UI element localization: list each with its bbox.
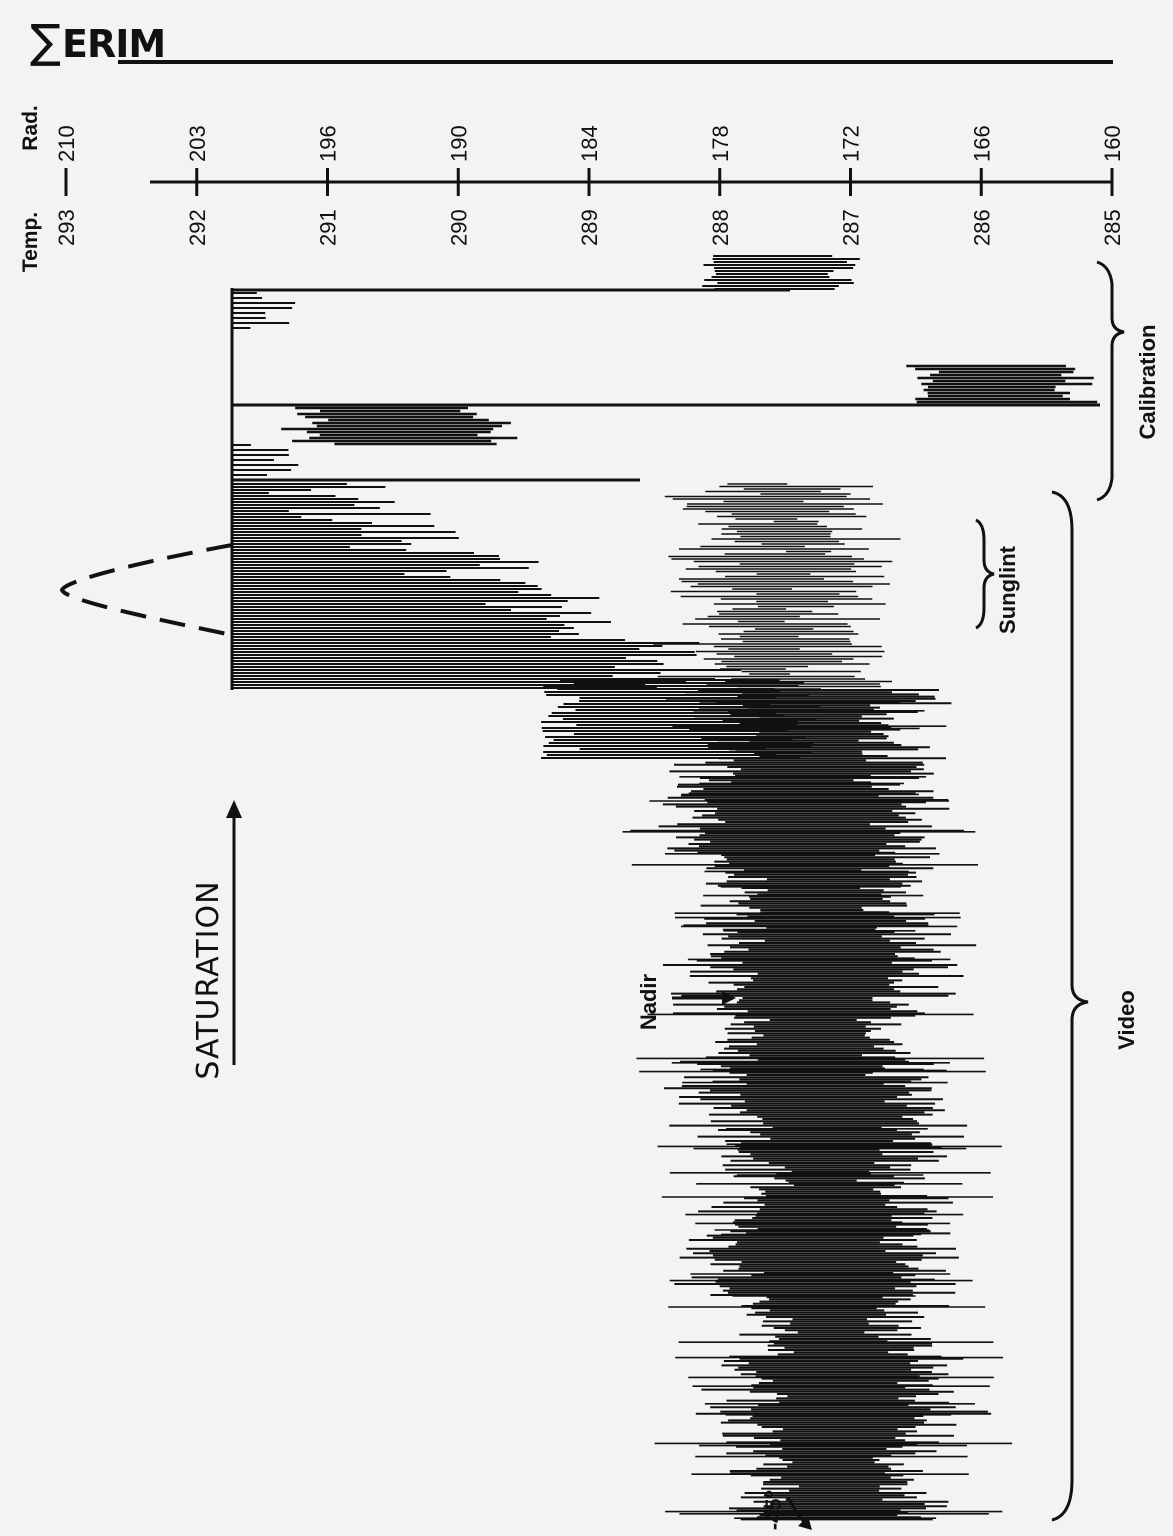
saturation-arrow-head bbox=[226, 800, 242, 818]
temp-tick-label: 286 bbox=[969, 209, 994, 246]
header-rule bbox=[118, 60, 1113, 64]
sunglint-label: Sunglint bbox=[995, 545, 1020, 634]
logo-text: ERIM bbox=[62, 22, 166, 66]
video-brace bbox=[1051, 490, 1089, 1522]
angle-label: -45° bbox=[761, 1490, 786, 1531]
sunglint-brace bbox=[975, 518, 995, 630]
calibration-ticks: 210 293 203 292 196 291 190 290 184 289 178 288 172 2… bbox=[54, 125, 1125, 246]
saturation-envelope-dashed bbox=[59, 543, 233, 637]
temp-tick-label: 287 bbox=[839, 209, 864, 246]
rad-tick-label: 166 bbox=[969, 125, 994, 162]
rad-tick-label: 210 bbox=[54, 125, 79, 162]
rad-tick-label: 178 bbox=[708, 125, 733, 162]
video-label: Video bbox=[1114, 990, 1139, 1050]
temp-tick-label: 293 bbox=[54, 209, 79, 246]
sigma-icon: ∑ bbox=[30, 14, 61, 68]
rad-tick-label: 184 bbox=[577, 125, 602, 162]
temp-tick-label: 292 bbox=[185, 209, 210, 246]
calibration-label: Calibration bbox=[1135, 325, 1160, 440]
temp-tick-label: 289 bbox=[577, 209, 602, 246]
rad-tick-label: 190 bbox=[446, 125, 471, 162]
rad-tick-label: 172 bbox=[839, 125, 864, 162]
temp-tick-label: 291 bbox=[316, 209, 341, 246]
temp-tick-label: 290 bbox=[446, 209, 471, 246]
video-trace bbox=[232, 255, 1100, 1521]
calibration-brace bbox=[1096, 260, 1125, 502]
temp-tick-label: 288 bbox=[708, 209, 733, 246]
angle-arrow-head bbox=[798, 1516, 812, 1530]
rad-axis-label: Rad. bbox=[19, 105, 42, 151]
rad-tick-label: 203 bbox=[185, 125, 210, 162]
nadir-label: Nadir bbox=[636, 973, 661, 1030]
nadir-arrow-head bbox=[722, 991, 736, 1005]
saturation-label: SATURATION bbox=[191, 880, 226, 1079]
rad-tick-label: 196 bbox=[316, 125, 341, 162]
temp-tick-label: 285 bbox=[1100, 209, 1125, 246]
temp-axis-label: Temp. bbox=[19, 212, 42, 272]
rad-tick-label: 160 bbox=[1100, 125, 1125, 162]
erim-logo: ∑ERIM bbox=[30, 14, 166, 68]
